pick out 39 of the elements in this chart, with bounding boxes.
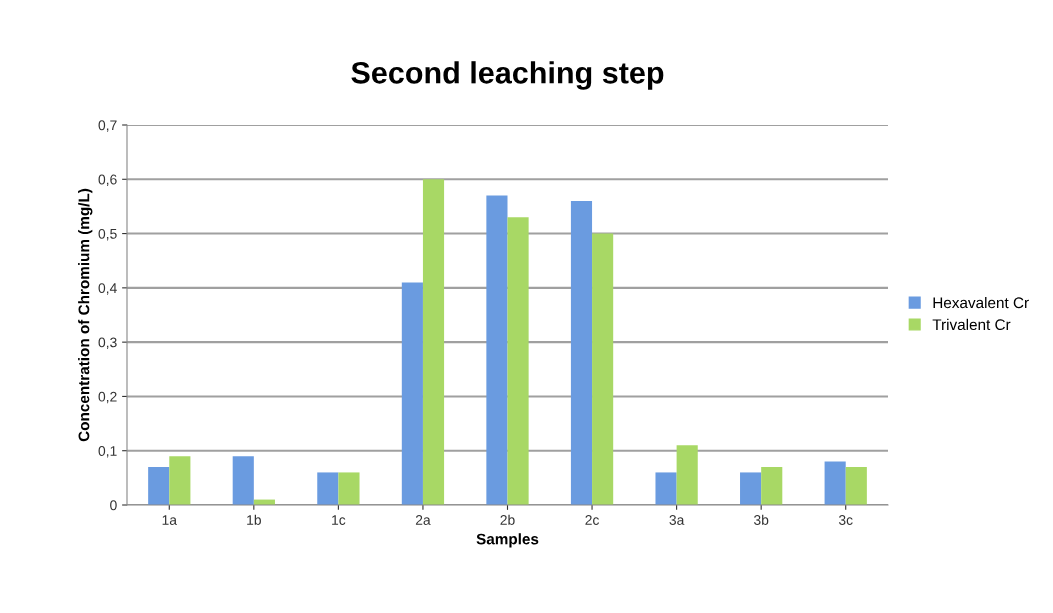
y-tick-label: 0,2	[98, 391, 117, 404]
bar	[338, 472, 360, 505]
bar	[422, 179, 445, 505]
x-tick-label: 3a	[669, 515, 685, 525]
x-tick-label: 1c	[332, 515, 346, 525]
x-tick-label: 2a	[415, 515, 431, 525]
bar	[232, 456, 254, 505]
bar	[824, 461, 846, 505]
bar	[655, 472, 677, 505]
y-tick-label: 0,5	[98, 228, 117, 241]
x-axis-title: Samples	[476, 533, 539, 548]
y-tick-label: 0,7	[98, 120, 117, 132]
bar	[401, 282, 423, 505]
chart-title: Second leaching step	[351, 61, 664, 90]
legend-label: Trivalent Cr	[932, 318, 1011, 331]
x-tick-label: 1b	[247, 514, 261, 525]
x-tick-label: 3c	[838, 515, 853, 525]
bar	[845, 467, 867, 505]
y-tick-label: 0,4	[98, 283, 117, 295]
y-tick-label: 0,3	[98, 337, 117, 349]
bar	[507, 217, 529, 505]
y-tick-label: 0	[110, 500, 117, 511]
bar	[761, 467, 783, 505]
y-tick-label: 0,6	[98, 174, 117, 187]
bar	[486, 195, 508, 505]
bar	[592, 233, 614, 505]
x-tick-label: 1a	[162, 515, 177, 525]
legend-label: Hexavalent Cr	[933, 296, 1029, 309]
bar	[676, 445, 698, 505]
bar	[740, 472, 762, 505]
bar	[148, 467, 170, 505]
y-tick-label: 0,1	[98, 446, 117, 458]
bar	[169, 456, 191, 505]
bar	[317, 472, 339, 505]
bar	[570, 201, 593, 505]
x-tick-label: 2c	[585, 515, 600, 525]
x-tick-label: 2b	[500, 514, 515, 525]
y-axis-title: Concentration of Chromium (mg/L)	[78, 188, 93, 442]
x-tick-label: 3b	[753, 514, 769, 525]
